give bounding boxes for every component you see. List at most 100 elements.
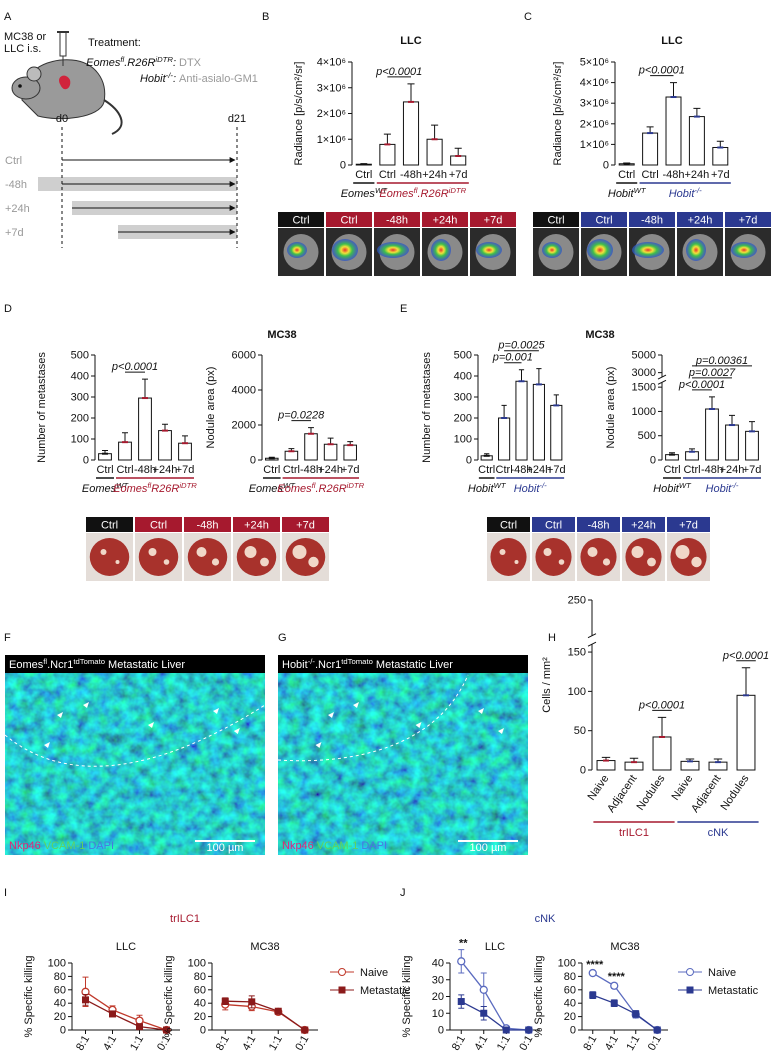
x-tick-label: 4:1 [472,1034,490,1053]
x-tick-label: 8:1 [581,1034,599,1053]
y-tick-label: 100 [568,686,586,698]
liver [670,538,707,576]
y-tick-label: 300 [71,392,89,404]
x-tick-label: +24h [527,464,552,476]
y-tick-label: 20 [54,1011,66,1023]
arrowhead [83,702,89,708]
y-tick-label: 80 [54,971,66,983]
strip-label: Ctrl [545,520,562,532]
y-tick-label: 0 [580,765,586,777]
text-part: .R26R [124,57,155,69]
strip-label: +24h [688,215,713,227]
superscript: fl [147,481,151,490]
nodule [647,557,656,567]
bar [515,380,528,461]
point [457,957,466,966]
bar [596,760,616,771]
strip-header [577,517,620,532]
superscript: WT [375,186,388,195]
strip-label: Ctrl [595,215,612,227]
y-tick-label: 4000 [232,385,256,397]
panel-label: H [548,632,556,644]
strip-header [487,517,530,532]
y-tick-label: 2×10⁶ [580,118,609,130]
strip-header [233,517,280,532]
superscript: WT [679,481,692,490]
error-bar [407,83,415,102]
group-label: Eomesfl.R26RiDTR [277,481,364,496]
y-tick-label: 300 [454,392,472,404]
bar [532,383,545,461]
group-label: EomesflR26RiDTR [113,481,197,496]
group-label: Eomesfl.R26RiDTR [379,186,466,201]
y-tick-label: 80 [194,971,206,983]
bar [685,451,699,461]
axis-break [587,641,597,647]
p-value: p=0.0025 [497,340,545,352]
y-tick-label: 500 [71,350,89,362]
nodule [308,556,319,568]
y-tick-label: 0 [340,160,346,172]
x-tick-label: -48h [662,169,684,181]
legend-label: Naive [360,967,388,979]
arrowhead [328,712,334,718]
superscript: -/- [308,657,316,666]
axis-break [657,374,667,380]
legend-label: Metastatic [360,985,411,997]
x-tick-label: -48h [510,464,532,476]
x-tick-label: +24h [318,464,343,476]
y-tick-label: 0 [200,1025,206,1037]
point [248,998,256,1006]
strip-label: +7d [484,215,503,227]
error-bar [741,667,751,696]
stain: Nkp46 [282,840,314,852]
x-tick-label: Ctrl [478,464,495,476]
strip-label: +7d [679,520,698,532]
y-tick-label: 40 [54,998,66,1010]
legend-label: Naive [708,967,736,979]
arrowhead [213,708,219,714]
strip-label: +24h [433,215,458,227]
bar [450,155,467,166]
y-tick-label: 30 [432,974,444,986]
bar [379,143,396,166]
x-tick-label: +7d [449,169,468,181]
group-label: HobitWT [608,186,647,201]
y-axis-label: Number of metastases [36,352,48,463]
strip-header [278,212,324,227]
error-bar [501,404,507,418]
bar [705,408,719,461]
group-label: EomesWT [249,481,297,496]
y-tick-label: 200 [71,413,89,425]
x-tick-label: Nodules [634,772,667,812]
text-part: Hobit [653,483,680,495]
y-tick-label: 20 [432,991,444,1003]
bar [725,424,739,461]
nodule [196,547,207,557]
p-value: p<0.0001 [678,379,725,391]
p-value: p=0.001 [492,352,533,364]
y-tick-label: 500 [638,430,656,442]
nodule [691,556,702,568]
strip-label: +24h [631,520,656,532]
strip-label: Ctrl [150,520,167,532]
bar [665,96,682,166]
text-part: Hobit [514,483,541,495]
scale-bar-label: 100 µm [207,842,244,854]
genotype: Eomesfl.R26RiDTR: [86,55,176,70]
panel-label: E [400,303,407,315]
x-tick-label: +7d [711,169,730,181]
y-tick-label: 1500 [632,382,656,394]
y-tick-label: 2000 [232,420,256,432]
significance: **** [586,959,604,971]
strip-header [533,212,579,227]
arrowhead [353,702,359,708]
x-tick-label: 8:1 [214,1034,232,1053]
chart-title: LLC [400,35,421,47]
x-tick-label: 8:1 [450,1034,468,1053]
error-bar [327,437,334,445]
strip-label: +7d [296,520,315,532]
error-bar [383,133,391,145]
superscript: -/- [166,71,174,80]
text-part: Hobit [669,188,696,200]
